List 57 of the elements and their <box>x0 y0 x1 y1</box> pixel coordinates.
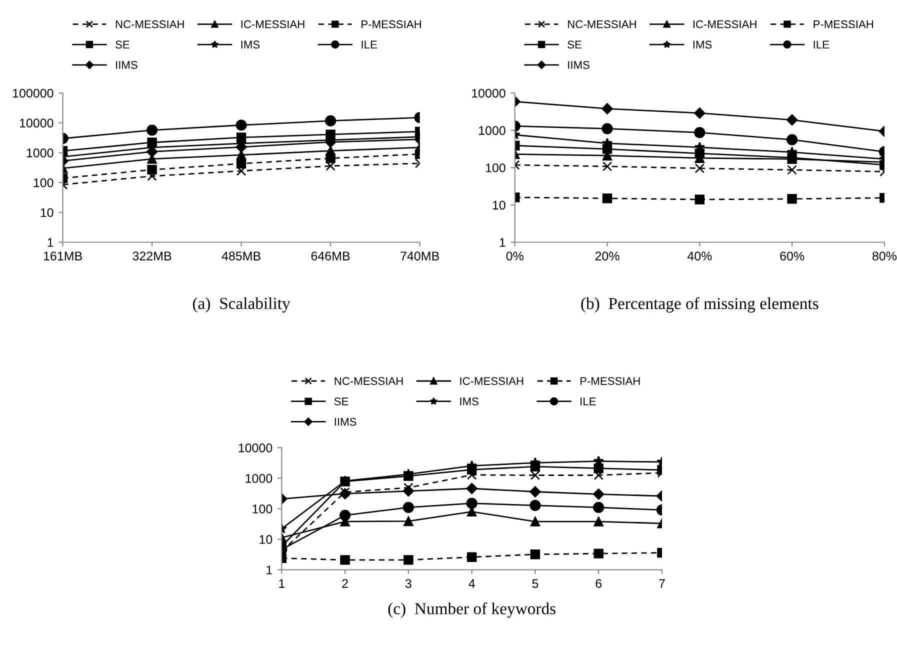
y-tick-label: 10 <box>40 208 54 218</box>
x-tick-label: 485MB <box>222 252 260 260</box>
x-tick-label: 1 <box>279 579 285 588</box>
y-tick-label: 1000 <box>246 474 272 483</box>
y-tick-label: 1000 <box>26 148 54 158</box>
x-tick-label: 740MB <box>400 252 439 260</box>
legend-label: IMS <box>693 40 712 49</box>
x-tick-label: 7 <box>659 579 665 588</box>
y-tick-label: 1000 <box>479 126 506 135</box>
x-tick-label: 322MB <box>132 252 172 260</box>
legend-label: IIMS <box>334 418 356 426</box>
x-tick-label: 40% <box>687 252 712 260</box>
x-tick-label: 161MB <box>44 252 82 260</box>
y-tick-label: 10000 <box>472 88 506 98</box>
legend-label: IC-MESSIAH <box>241 20 304 28</box>
y-tick-label: 100 <box>252 504 272 514</box>
y-tick-label: 10 <box>492 200 506 210</box>
x-tick-label: 2 <box>342 579 348 588</box>
y-tick-label: 100 <box>34 178 54 188</box>
legend-label: IC-MESSIAH <box>460 377 524 385</box>
y-tick-label: 1 <box>500 238 506 247</box>
x-tick-label: 20% <box>595 252 620 260</box>
legend-label: IMS <box>460 397 478 406</box>
legend-label: SE <box>334 397 348 406</box>
legend-label: SE <box>568 40 582 49</box>
legend-label: P-MESSIAH <box>814 20 874 28</box>
y-tick-label: 10000 <box>238 443 272 452</box>
legend-label: P-MESSIAH <box>580 377 640 385</box>
legend-label: ILE <box>362 40 377 48</box>
legend-label: SE <box>116 40 130 49</box>
y-tick-label: 10000 <box>20 118 54 128</box>
legend-label: ILE <box>580 398 596 406</box>
y-tick-label: 1 <box>266 566 272 574</box>
legend-label: IC-MESSIAH <box>693 20 756 28</box>
legend-label: P-MESSIAH <box>362 20 421 28</box>
legend-label: IMS <box>241 40 260 49</box>
x-tick-label: 646MB <box>311 252 350 260</box>
legend-label: IIMS <box>568 61 590 69</box>
y-tick-label: 100000 <box>13 88 54 98</box>
legend-label: NC-MESSIAH <box>334 377 403 385</box>
y-tick-label: 100 <box>486 163 506 172</box>
y-tick-label: 10 <box>260 535 272 544</box>
legend-label: NC-MESSIAH <box>568 20 636 28</box>
legend-label: ILE <box>814 40 829 48</box>
y-tick-label: 1 <box>48 238 54 247</box>
text: (c) Number of keywords <box>388 602 556 618</box>
x-tick-label: 3 <box>405 579 412 588</box>
x-tick-label: 80% <box>872 252 897 260</box>
legend-label: IIMS <box>116 61 138 69</box>
x-tick-label: 0% <box>506 252 524 260</box>
x-tick-label: 6 <box>596 579 602 588</box>
x-tick-label: 60% <box>780 252 804 260</box>
legend-label: NC-MESSIAH <box>116 20 184 28</box>
x-tick-label: 4 <box>468 579 475 588</box>
x-tick-label: 5 <box>532 579 538 588</box>
text: (b) Percentage of missing elements <box>581 297 818 313</box>
text: (a) Scalability <box>192 297 290 313</box>
